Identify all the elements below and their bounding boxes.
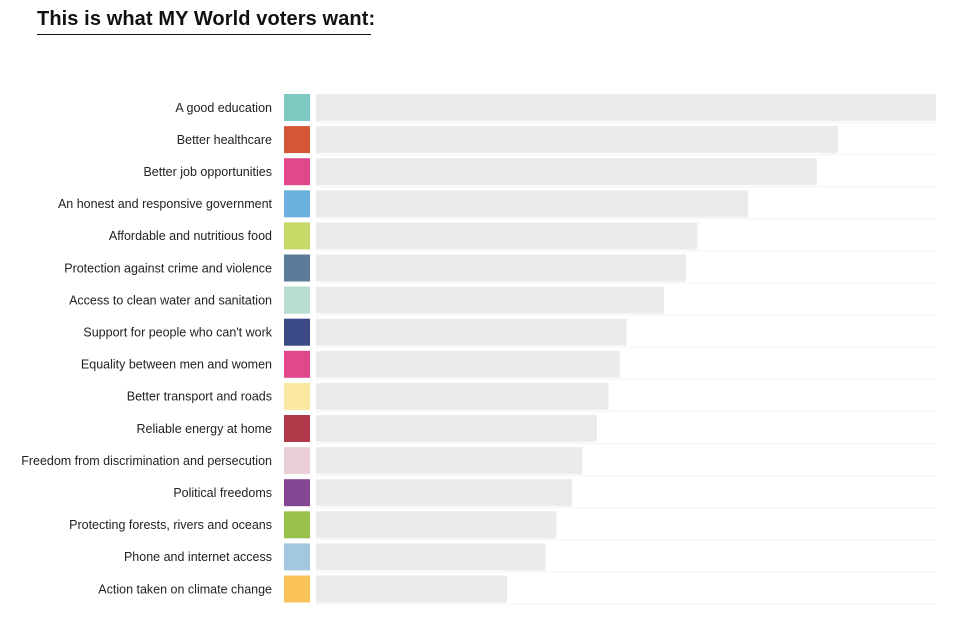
chart-title: This is what MY World voters want:: [37, 8, 376, 30]
category-swatch: [284, 350, 310, 378]
bar: [316, 479, 573, 507]
category-label: An honest and responsive government: [58, 197, 273, 211]
category-swatch: [284, 543, 310, 571]
category-label: Better job opportunities: [143, 165, 272, 179]
category-swatch: [284, 94, 310, 121]
bar: [316, 222, 698, 250]
category-swatch: [284, 447, 310, 475]
category-swatch: [284, 575, 310, 603]
category-label: Better transport and roads: [127, 390, 272, 404]
category-label: Political freedoms: [173, 486, 272, 500]
category-label: Reliable energy at home: [137, 422, 273, 436]
category-swatch: [284, 254, 310, 282]
title-underline: [37, 34, 371, 35]
bar: [316, 511, 557, 539]
category-label: Protecting forests, rivers and oceans: [69, 518, 272, 532]
category-swatch: [284, 222, 310, 250]
bar: [316, 286, 664, 314]
category-swatch: [284, 286, 310, 314]
bar: [316, 543, 546, 571]
category-swatch: [284, 415, 310, 442]
category-label: Freedom from discrimination and persecut…: [21, 454, 272, 468]
category-swatch: [284, 479, 310, 507]
category-swatch: [284, 190, 310, 218]
bar: [316, 318, 627, 346]
bar: [316, 190, 749, 218]
bar: [316, 94, 936, 121]
bar: [316, 447, 583, 475]
category-label: Action taken on climate change: [98, 582, 272, 596]
category-swatch: [284, 382, 310, 410]
category-label: Equality between men and women: [81, 358, 272, 372]
bar: [316, 350, 620, 378]
category-label: Support for people who can't work: [83, 326, 272, 340]
category-label: Affordable and nutritious food: [109, 229, 272, 243]
category-label: Access to clean water and sanitation: [69, 293, 272, 307]
bar: [316, 382, 609, 410]
bar: [316, 126, 838, 154]
category-label: Protection against crime and violence: [64, 261, 272, 275]
category-swatch: [284, 158, 310, 186]
bar: [316, 575, 507, 603]
bar: [316, 158, 817, 186]
bar: [316, 415, 597, 442]
bar: [316, 254, 687, 282]
category-swatch: [284, 126, 310, 154]
category-label: A good education: [175, 101, 272, 115]
category-swatch: [284, 318, 310, 346]
category-label: Better healthcare: [177, 133, 272, 147]
category-label: Phone and internet access: [124, 550, 272, 564]
category-swatch: [284, 511, 310, 539]
